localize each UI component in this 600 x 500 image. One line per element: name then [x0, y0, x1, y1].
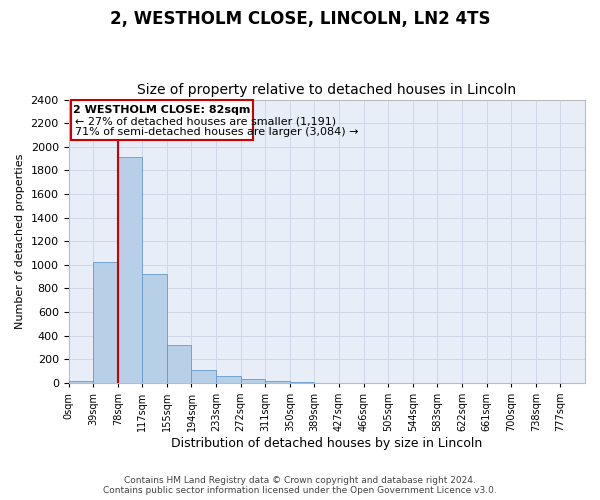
Bar — [167, 345, 191, 383]
Bar — [191, 370, 216, 383]
Bar — [118, 158, 142, 383]
Text: 71% of semi-detached houses are larger (3,084) →: 71% of semi-detached houses are larger (… — [74, 128, 358, 138]
Text: Contains HM Land Registry data © Crown copyright and database right 2024.
Contai: Contains HM Land Registry data © Crown c… — [103, 476, 497, 495]
Bar — [290, 382, 314, 383]
Bar — [216, 376, 241, 383]
Text: 2, WESTHOLM CLOSE, LINCOLN, LN2 4TS: 2, WESTHOLM CLOSE, LINCOLN, LN2 4TS — [110, 10, 490, 28]
Title: Size of property relative to detached houses in Lincoln: Size of property relative to detached ho… — [137, 83, 517, 97]
Bar — [93, 262, 118, 383]
Bar — [265, 380, 290, 383]
X-axis label: Distribution of detached houses by size in Lincoln: Distribution of detached houses by size … — [171, 437, 482, 450]
Bar — [71, 100, 253, 140]
Bar — [241, 379, 265, 383]
Bar — [142, 274, 167, 383]
Text: ← 27% of detached houses are smaller (1,191): ← 27% of detached houses are smaller (1,… — [74, 116, 336, 126]
Bar — [68, 380, 93, 383]
Text: 2 WESTHOLM CLOSE: 82sqm: 2 WESTHOLM CLOSE: 82sqm — [73, 105, 251, 115]
Y-axis label: Number of detached properties: Number of detached properties — [15, 154, 25, 329]
